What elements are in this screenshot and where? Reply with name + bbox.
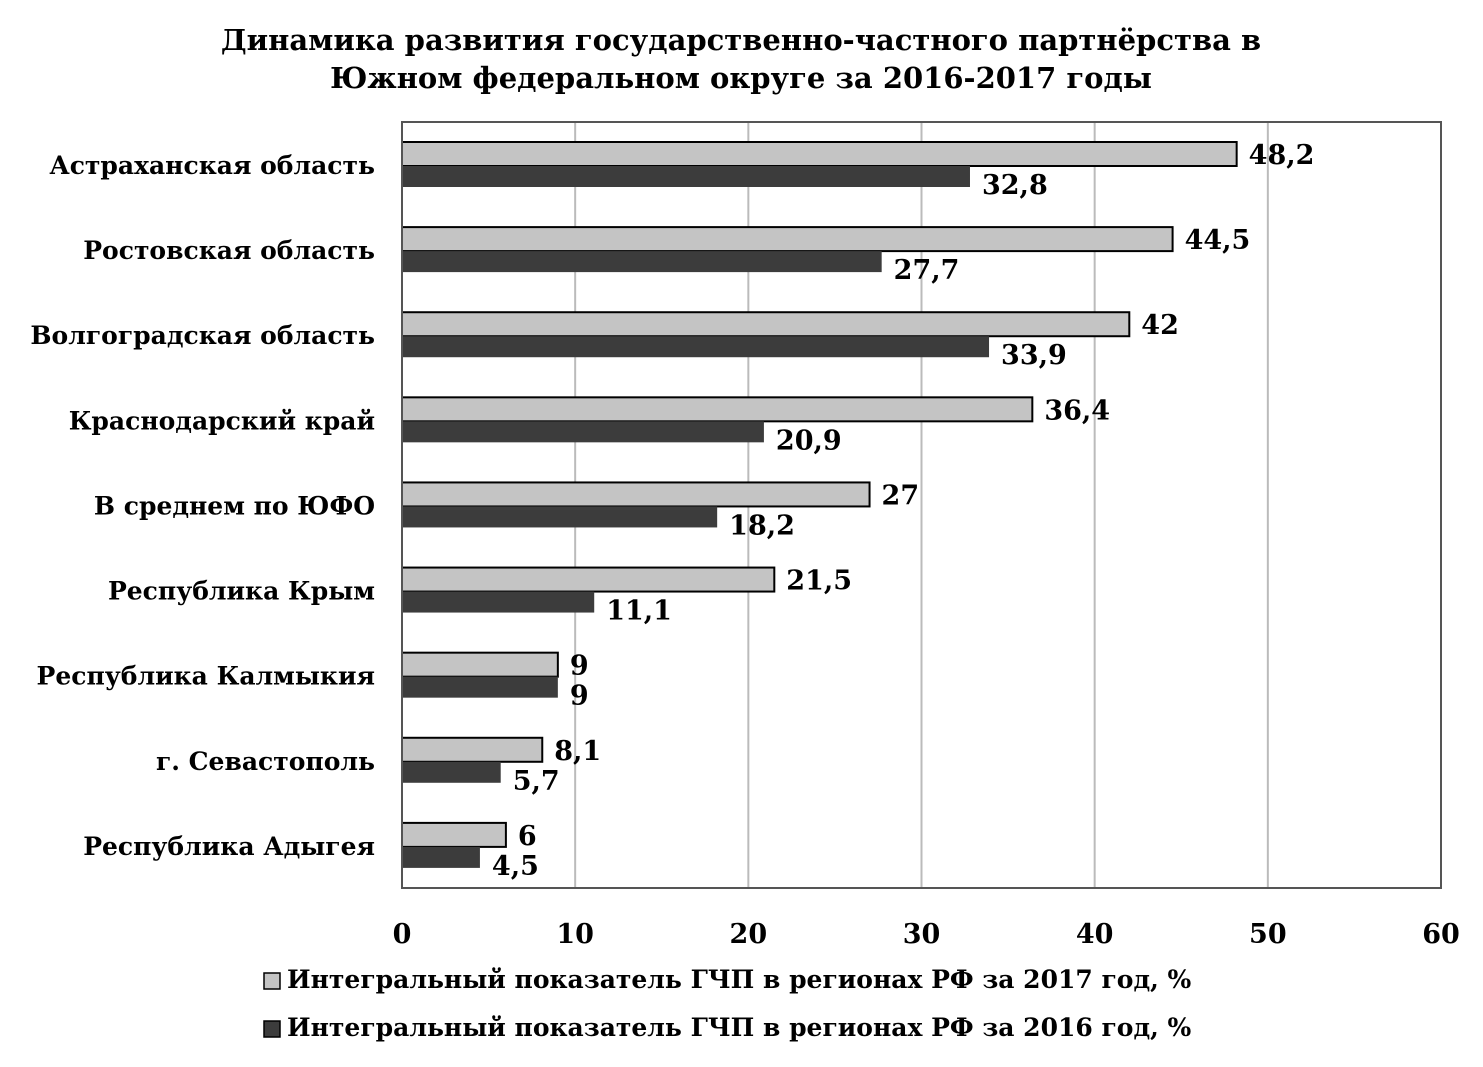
data-label-2017: 44,5: [1185, 225, 1251, 256]
bar-2016: [402, 336, 990, 358]
bar-2016: [402, 676, 558, 698]
bar-2017: [401, 736, 544, 763]
data-label-2017: 48,2: [1249, 140, 1315, 171]
category-label: Краснодарский край: [69, 406, 375, 435]
category-label: Ростовская область: [83, 236, 375, 265]
x-tick-label: 40: [1076, 919, 1114, 950]
bar-2016: [402, 591, 595, 613]
legend-label: Интегральный показатель ГЧП в регионах Р…: [287, 1013, 1192, 1042]
bar-2017: [401, 566, 776, 593]
bar-2016: [402, 506, 718, 528]
bar-2017: [401, 396, 1034, 423]
bar-2016: [402, 761, 501, 783]
data-label-2016: 27,7: [894, 255, 960, 286]
bar-2016: [402, 846, 480, 868]
x-tick-label: 60: [1422, 919, 1460, 950]
data-label-2016: 11,1: [606, 596, 672, 627]
data-label-2016: 9: [570, 681, 589, 712]
category-label: Астраханская область: [49, 151, 375, 180]
legend-swatch: [263, 972, 281, 990]
category-label: Волгоградская область: [30, 321, 375, 350]
category-label: Республика Адыгея: [83, 832, 375, 861]
chart-title-line-2: Южном федеральном округе за 2016-2017 го…: [330, 61, 1152, 95]
legend-label: Интегральный показатель ГЧП в регионах Р…: [287, 965, 1192, 994]
data-label-2017: 36,4: [1044, 395, 1110, 426]
bar-2016: [402, 166, 970, 187]
category-label: Республика Крым: [108, 577, 375, 606]
plot-area-border: [401, 121, 1442, 889]
bar-2017: [401, 226, 1174, 253]
x-tick-label: 30: [903, 919, 941, 950]
data-label-2017: 6: [518, 821, 537, 852]
x-tick-label: 10: [556, 919, 594, 950]
bar-2016: [402, 251, 882, 273]
bar-2017: [401, 821, 507, 848]
x-tick-label: 20: [730, 919, 768, 950]
data-label-2017: 8,1: [554, 736, 601, 767]
data-label-2016: 32,8: [982, 170, 1048, 201]
legend-swatch: [263, 1020, 281, 1038]
chart-title-line-1: Динамика развития государственно-частног…: [221, 23, 1261, 57]
bar-2016: [402, 421, 764, 443]
bar-2017: [401, 481, 871, 508]
data-label-2017: 27: [882, 480, 920, 511]
data-label-2017: 21,5: [786, 566, 852, 597]
data-label-2016: 5,7: [513, 766, 560, 797]
x-tick-label: 0: [393, 919, 412, 950]
bar-2017: [401, 141, 1238, 167]
data-label-2016: 20,9: [776, 425, 842, 456]
data-label-2017: 9: [570, 651, 589, 682]
bar-2017: [401, 651, 559, 678]
x-tick-label: 50: [1249, 919, 1287, 950]
category-label: Республика Калмыкия: [37, 662, 375, 691]
category-label: г. Севастополь: [156, 747, 375, 776]
category-label: В среднем по ЮФО: [94, 491, 375, 520]
data-label-2016: 18,2: [729, 510, 795, 541]
data-label-2016: 4,5: [492, 851, 539, 882]
data-label-2016: 33,9: [1001, 340, 1067, 371]
data-label-2017: 42: [1141, 310, 1179, 341]
bar-2017: [401, 311, 1131, 338]
